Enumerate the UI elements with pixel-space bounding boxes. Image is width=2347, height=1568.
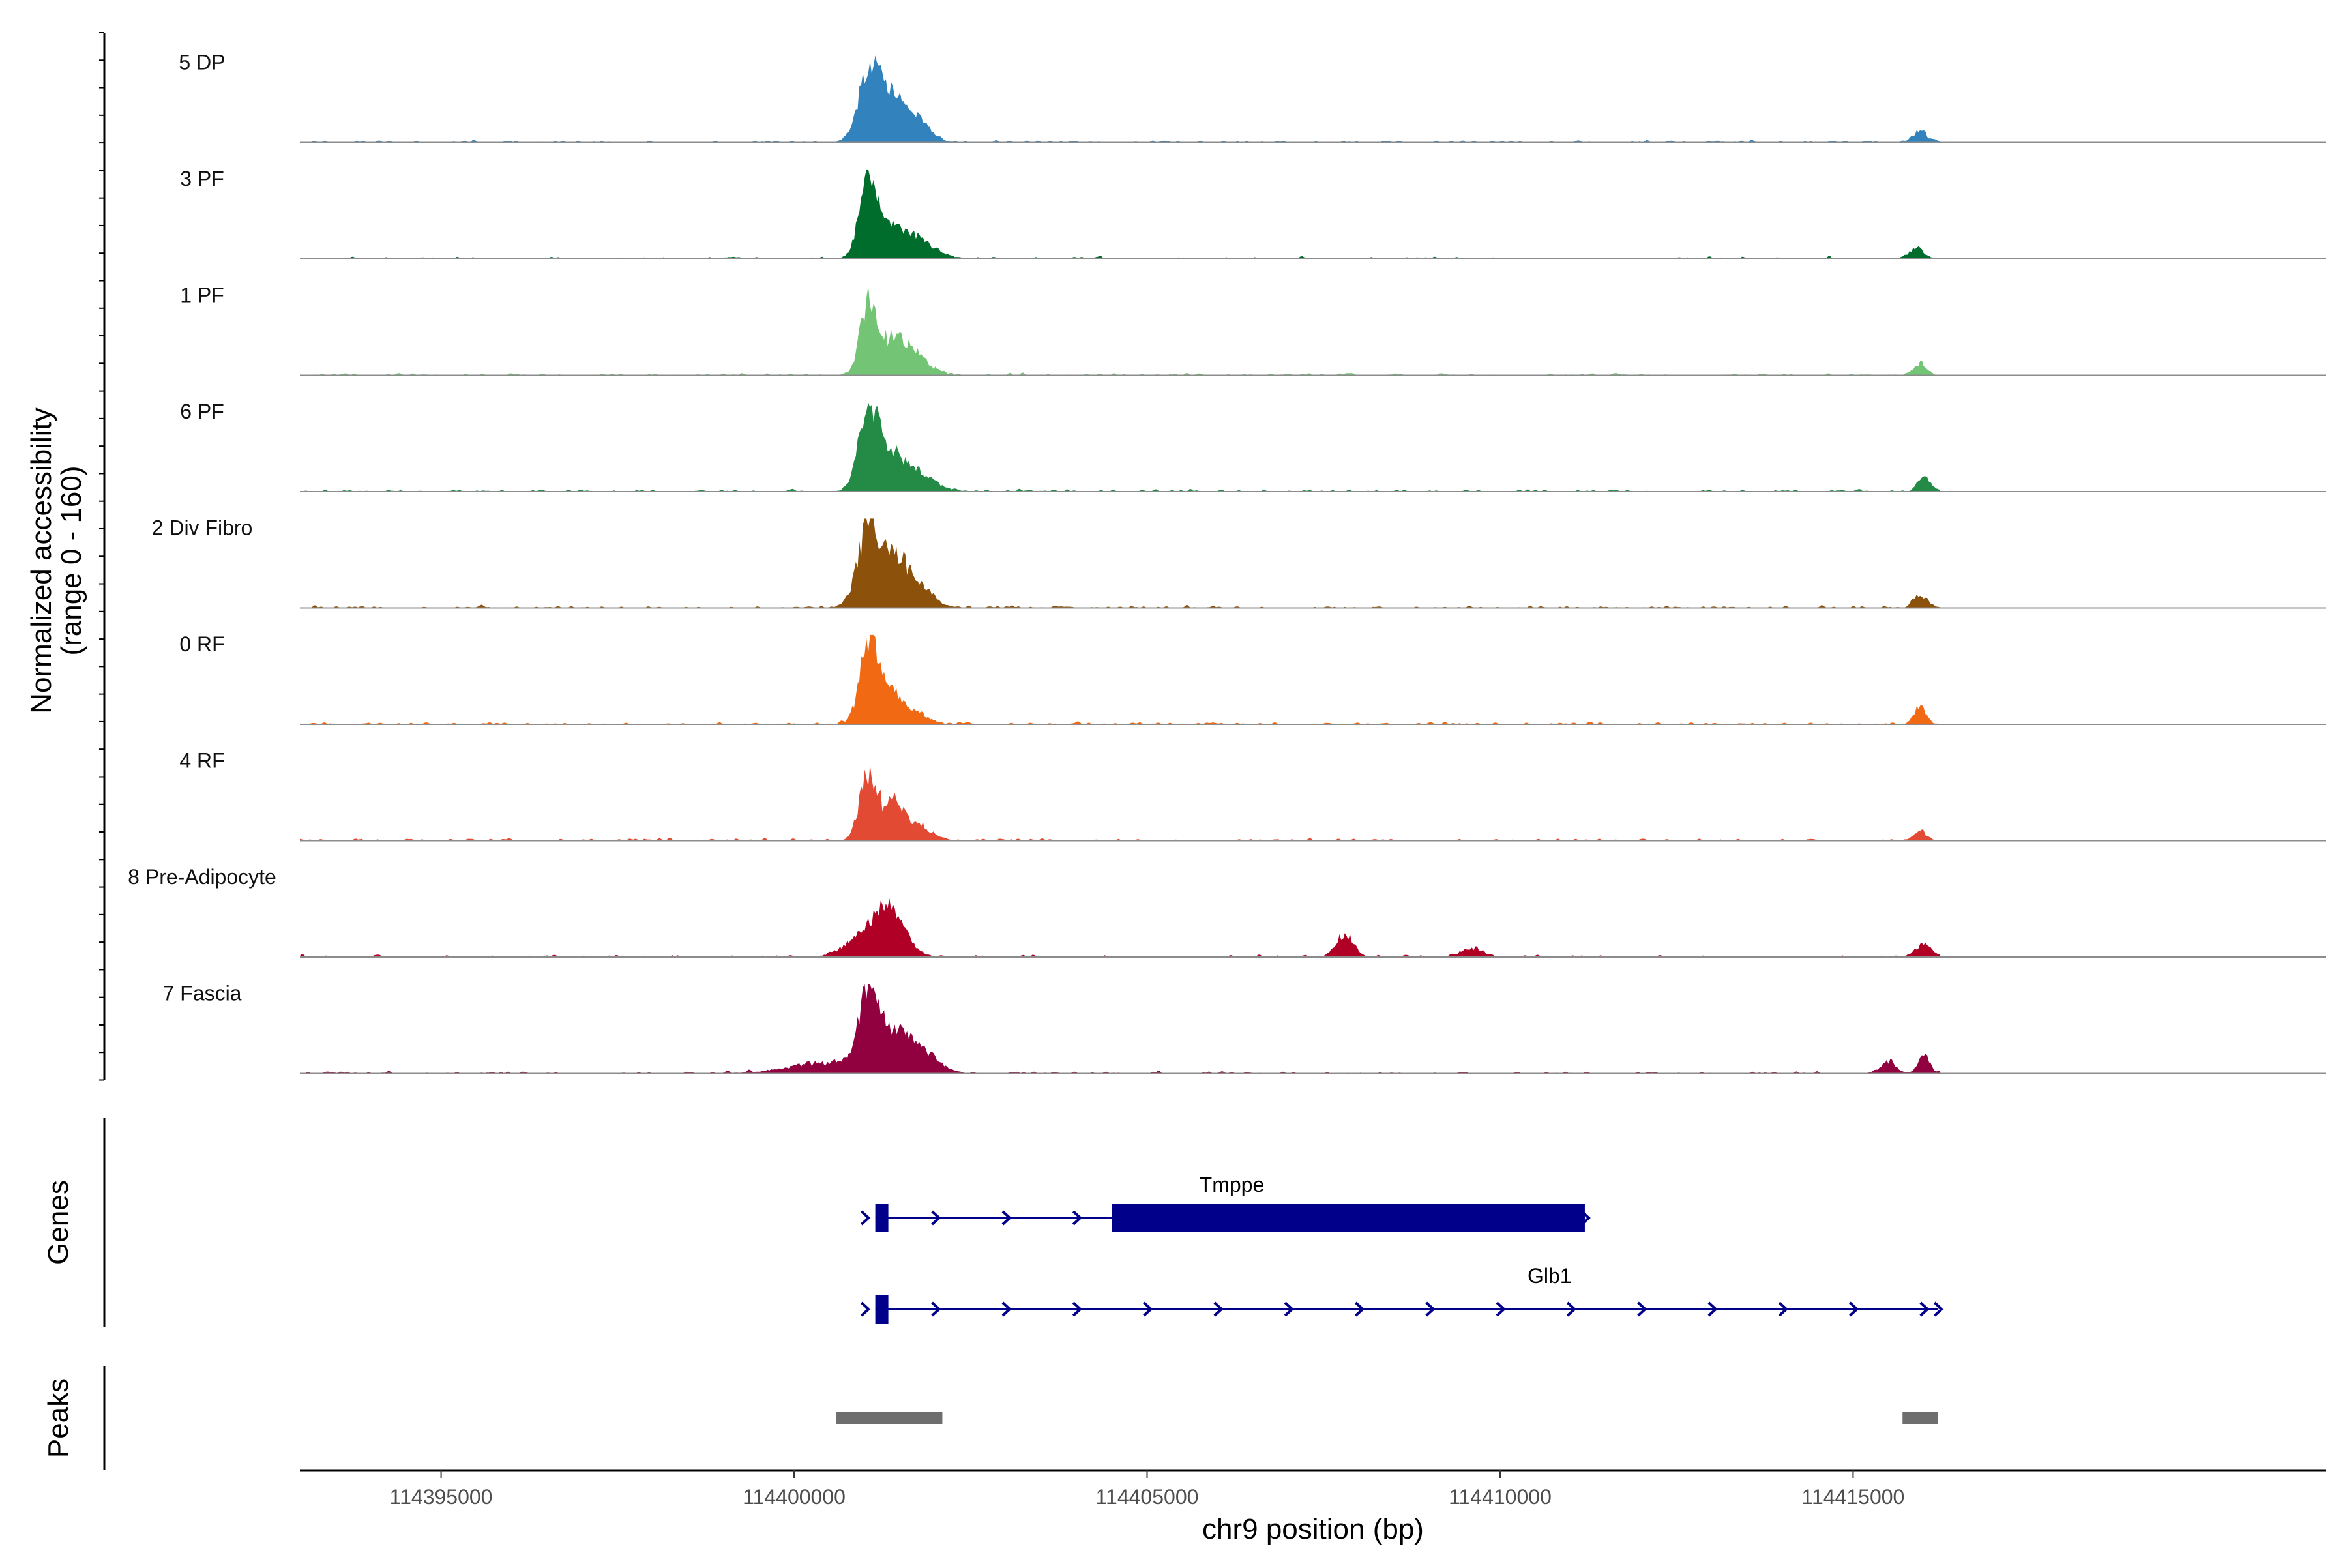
gene-model: Tmppe (860, 1173, 1591, 1232)
strand-arrow-icon (1934, 1301, 1944, 1317)
strand-arrow-icon (1849, 1301, 1859, 1317)
x-tick-label: 114415000 (1802, 1485, 1905, 1509)
track-label: 6 PF (180, 400, 224, 423)
coverage-track: 2 Div Fibro (152, 516, 2326, 609)
track-label: 1 PF (180, 284, 224, 307)
genes-panel: Genes Tmppe Glb1 (42, 1118, 1944, 1327)
strand-arrow-icon (1919, 1301, 1930, 1317)
coverage-track: 4 RF (179, 749, 2326, 842)
gene-exon-block (1112, 1204, 1585, 1232)
strand-arrow-icon (1143, 1301, 1153, 1317)
track-label: 3 PF (180, 167, 224, 190)
strand-arrow-icon (1284, 1301, 1295, 1317)
x-axis: 114395000 114400000 114405000 114410000 1144… (300, 1469, 2326, 1545)
strand-arrow-icon (1072, 1301, 1083, 1317)
genes-panel-title: Genes (42, 1180, 74, 1265)
coverage-area (300, 286, 1941, 376)
coverage-area (300, 764, 1941, 841)
strand-arrow-icon (1425, 1301, 1436, 1317)
strand-arrow-icon (1778, 1301, 1789, 1317)
coverage-area (300, 169, 1941, 259)
peaks-panel: Peaks (42, 1366, 1938, 1470)
coverage-area (300, 984, 1941, 1074)
x-tick-label: 114410000 (1449, 1485, 1552, 1509)
track-label: 4 RF (179, 749, 224, 773)
gene-label: Glb1 (1528, 1264, 1572, 1288)
peak-region (836, 1412, 943, 1424)
track-label: 8 Pre-Adipocyte (128, 865, 276, 889)
strand-arrow-icon (1213, 1301, 1224, 1317)
coverage-track: 6 PF (180, 400, 2326, 492)
y-axis-title: Normalized accessibility(range 0 - 160) (25, 407, 87, 713)
peak-region (1902, 1412, 1938, 1424)
coverage-area (300, 55, 1941, 143)
coverage-track: 7 Fascia (163, 982, 2326, 1074)
coverage-track: 8 Pre-Adipocyte (128, 865, 2326, 958)
strand-arrow-icon (1566, 1301, 1577, 1317)
coverage-panel: 5 DP 3 PF 1 PF 6 PF 2 Div Fibro 0 RF 4 RF 8 Pre… (128, 51, 2326, 1074)
track-label: 7 Fascia (163, 982, 242, 1005)
strand-arrow-icon (860, 1301, 871, 1317)
coverage-track: 5 DP (179, 51, 2326, 143)
track-label: 0 RF (179, 632, 224, 656)
peaks-panel-title: Peaks (42, 1378, 74, 1458)
gene-exon-block (875, 1204, 889, 1232)
x-axis-title: chr9 position (bp) (1202, 1513, 1424, 1545)
x-tick-label: 114400000 (743, 1485, 846, 1509)
strand-arrow-icon (1072, 1210, 1083, 1226)
y-axis: Normalized accessibility(range 0 - 160) (25, 32, 106, 1081)
coverage-track: 0 RF (179, 632, 2326, 725)
gene-label: Tmppe (1200, 1173, 1265, 1196)
coverage-area (300, 634, 1941, 724)
gene-exon-block (875, 1295, 889, 1324)
strand-arrow-icon (1001, 1210, 1012, 1226)
gene-model: Glb1 (860, 1264, 1944, 1324)
strand-arrow-icon (931, 1301, 941, 1317)
strand-arrow-icon (860, 1210, 871, 1226)
x-tick-label: 114395000 (390, 1485, 493, 1509)
coverage-track: 1 PF (180, 284, 2326, 376)
strand-arrow-icon (1496, 1301, 1506, 1317)
coverage-track: 3 PF (180, 167, 2326, 259)
track-label: 2 Div Fibro (152, 516, 253, 540)
strand-arrow-icon (1637, 1301, 1647, 1317)
x-tick-label: 114405000 (1096, 1485, 1199, 1509)
coverage-area (300, 402, 1941, 492)
strand-arrow-icon (1355, 1301, 1365, 1317)
strand-arrow-icon (1001, 1301, 1012, 1317)
coverage-area (300, 898, 1941, 957)
strand-arrow-icon (931, 1210, 941, 1226)
track-label: 5 DP (179, 51, 225, 74)
coverage-area (300, 518, 1941, 608)
strand-arrow-icon (1707, 1301, 1718, 1317)
